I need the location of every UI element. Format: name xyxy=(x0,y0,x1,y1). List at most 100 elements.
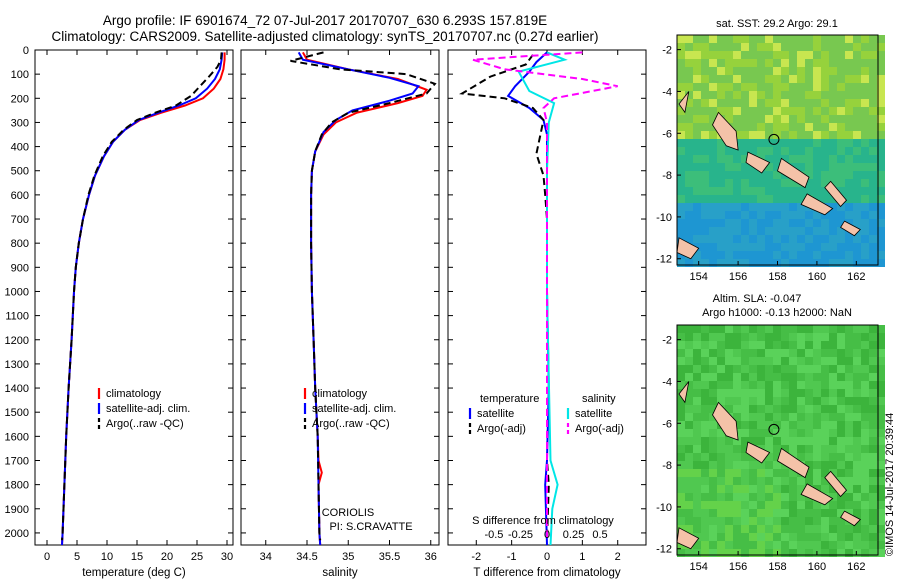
x-tick-label: 20 xyxy=(161,551,173,563)
top-tick-label: 0.5 xyxy=(592,529,607,541)
x-axis-label: salinity xyxy=(322,567,357,579)
x-tick-label: 0 xyxy=(44,551,50,563)
island xyxy=(745,441,771,464)
y-tick-label: 700 xyxy=(11,214,29,226)
map-lat-label: -12 xyxy=(656,544,672,556)
y-tick-label: 1700 xyxy=(5,455,29,467)
legend-label: satellite-adj. clim. xyxy=(312,403,396,415)
y-tick-label: 2000 xyxy=(5,528,29,540)
imos-timestamp: ©IMOS 14-Jul-2017 20:39:44 xyxy=(884,412,896,556)
island xyxy=(840,510,861,527)
x-tick-label: 36 xyxy=(425,551,437,563)
y-tick-label: 0 xyxy=(23,45,29,57)
sla-map-title-1: Altim. SLA: -0.047 xyxy=(712,293,802,305)
x-tick-label: -1 xyxy=(507,551,517,563)
header-line-1: Argo profile: IF 6901674_72 07-Jul-2017 … xyxy=(102,13,548,28)
legend-label: satellite xyxy=(575,408,612,420)
x-tick-label: 15 xyxy=(131,551,143,563)
map-lat-label: -6 xyxy=(662,418,672,430)
x-tick-label: 34 xyxy=(260,551,272,563)
legend-label: satellite-adj. clim. xyxy=(106,403,190,415)
map-lon-label: 162 xyxy=(847,271,865,283)
y-tick-label: 1400 xyxy=(5,383,29,395)
y-tick-label: 100 xyxy=(11,69,29,81)
legend-label: Argo(-adj) xyxy=(575,423,624,435)
island xyxy=(777,447,810,479)
annotation-line-2: PI: S.CRAVATTE xyxy=(329,521,412,533)
island xyxy=(678,381,690,404)
sst-map-title: sat. SST: 29.2 Argo: 29.1 xyxy=(716,18,838,30)
legend-label: satellite xyxy=(477,408,514,420)
x-tick-label: 10 xyxy=(101,551,113,563)
y-tick-label: 500 xyxy=(11,166,29,178)
map-lon-label: 158 xyxy=(768,561,786,573)
island xyxy=(800,193,834,216)
map-lon-label: 158 xyxy=(768,271,786,283)
y-tick-label: 1900 xyxy=(5,504,29,516)
x-axis-label: T difference from climatology xyxy=(473,567,620,579)
island xyxy=(824,180,848,208)
sla-map-title-2: Argo h1000: -0.13 h2000: NaN xyxy=(702,307,852,319)
map-lat-label: -8 xyxy=(662,170,672,182)
map-lat-label: -4 xyxy=(662,376,672,388)
legend-label: climatology xyxy=(312,388,368,400)
argo-position-marker xyxy=(768,423,780,435)
y-tick-label: 1500 xyxy=(5,407,29,419)
y-tick-label: 1000 xyxy=(5,286,29,298)
island xyxy=(824,470,848,498)
island xyxy=(777,157,810,189)
y-tick-label: 1800 xyxy=(5,480,29,492)
y-tick-label: 600 xyxy=(11,190,29,202)
panel-difference: T difference from climatology temperature… xyxy=(447,49,647,579)
x-tick-label: 2 xyxy=(615,551,621,563)
legend-label: Argo(..raw -QC) xyxy=(312,418,390,430)
series-line-argo-raw-qc- xyxy=(61,52,223,541)
x-tick-label: 25 xyxy=(191,551,203,563)
header-line-2: Climatology: CARS2009. Satellite-adjuste… xyxy=(51,29,599,44)
sla-map: 154 156 158 160 162 -2 -4 -6 -8 -10 -12 xyxy=(656,324,885,573)
island xyxy=(745,151,771,174)
x-tick-label: 35.5 xyxy=(379,551,400,563)
map-lon-label: 162 xyxy=(847,561,865,573)
island xyxy=(712,401,739,441)
island xyxy=(676,237,700,260)
map-lon-label: 154 xyxy=(689,271,707,283)
top-tick-label: 0 xyxy=(544,529,550,541)
panel-salinity: 34 34.5 35 35.5 36 salinity climatology satelli… xyxy=(240,49,440,579)
map-lat-label: -6 xyxy=(662,128,672,140)
y-tick-label: 1600 xyxy=(5,431,29,443)
x-axis-label: temperature (deg C) xyxy=(82,567,186,579)
x-tick-label: 1 xyxy=(579,551,585,563)
map-lon-label: 154 xyxy=(689,561,707,573)
map-lat-label: -12 xyxy=(656,254,672,266)
island xyxy=(840,220,861,237)
annotation-line-1: CORIOLIS xyxy=(322,507,375,519)
map-lat-label: -10 xyxy=(656,212,672,224)
series-line-salinity-argo-adj- xyxy=(472,51,618,541)
legend-label: climatology xyxy=(106,388,162,400)
island xyxy=(678,91,690,114)
x-tick-label: 34.5 xyxy=(296,551,317,563)
map-lon-label: 160 xyxy=(808,561,826,573)
x-tick-label: 35 xyxy=(342,551,354,563)
panel-temperature: 0 5 10 15 20 25 300100200300400500600700800900… xyxy=(5,45,234,579)
series-line-argo-raw-qc- xyxy=(290,51,437,541)
y-tick-label: 1300 xyxy=(5,359,29,371)
y-tick-label: 900 xyxy=(11,262,29,274)
map-lat-label: -2 xyxy=(662,335,672,347)
y-tick-label: 1200 xyxy=(5,335,29,347)
island xyxy=(676,527,700,550)
panel-frame xyxy=(240,49,440,546)
x-tick-label: 30 xyxy=(221,551,233,563)
argo-position-marker xyxy=(768,133,780,145)
top-tick-label: -0.25 xyxy=(508,529,533,541)
y-tick-label: 200 xyxy=(11,93,29,105)
legend-title-salinity: salinity xyxy=(582,393,616,405)
x-tick-label: -2 xyxy=(471,551,481,563)
map-lat-label: -8 xyxy=(662,460,672,472)
top-tick-label: 0.25 xyxy=(563,529,584,541)
y-tick-label: 400 xyxy=(11,142,29,154)
legend-title-temperature: temperature xyxy=(480,393,539,405)
sst-map: 154 156 158 160 162 -2 -4 -6 -8 -10 -12 xyxy=(656,34,885,283)
